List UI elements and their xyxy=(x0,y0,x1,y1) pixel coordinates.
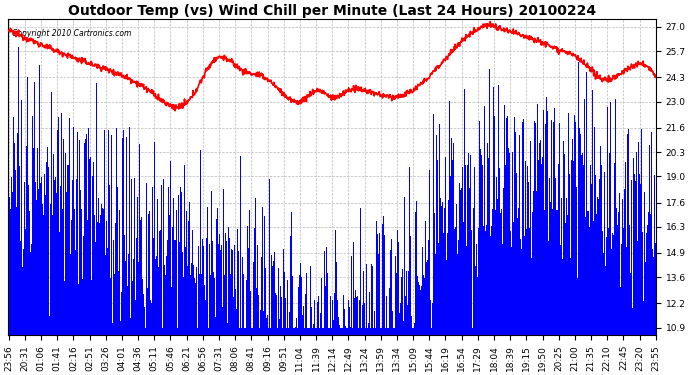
Text: Copyright 2010 Cartronics.com: Copyright 2010 Cartronics.com xyxy=(12,29,131,38)
Title: Outdoor Temp (vs) Wind Chill per Minute (Last 24 Hours) 20100224: Outdoor Temp (vs) Wind Chill per Minute … xyxy=(68,4,596,18)
